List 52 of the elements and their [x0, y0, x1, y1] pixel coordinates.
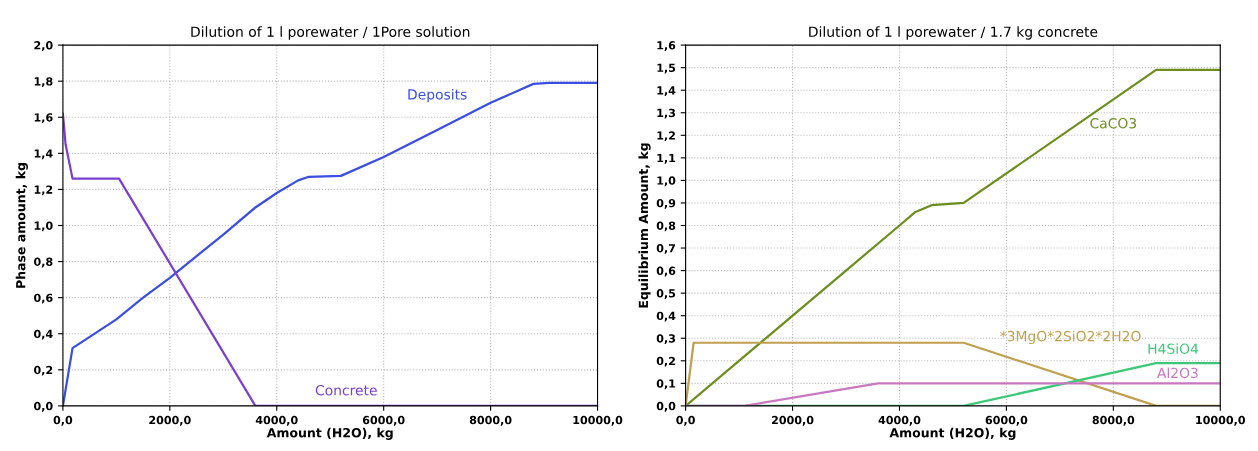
series-label: Al2O3 — [1157, 367, 1198, 379]
y-tick-label: 0,1 — [656, 379, 676, 390]
y-axis-title: Equilibrium Amount, kg — [638, 143, 651, 308]
chart-title: Dilution of 1 l porewater / 1.7 kg concrete — [809, 26, 1098, 40]
x-tick-label: 4000,0 — [255, 415, 298, 426]
y-tick-label: 0,9 — [656, 198, 676, 209]
y-tick-label: 0,5 — [656, 289, 676, 299]
y-tick-label: 1,2 — [34, 185, 53, 196]
x-axis-title: Amount (H2O), kg — [266, 427, 393, 440]
y-tick-label: 0,6 — [34, 293, 53, 304]
y-tick-label: 1,5 — [657, 63, 676, 74]
series-label: CaCO3 — [1090, 118, 1137, 129]
chart-title: Dilution of 1 l porewater / 1Pore solution — [191, 26, 470, 40]
y-tick-label: 0,8 — [656, 221, 676, 232]
y-tick-label: 0,0 — [656, 401, 676, 412]
x-tick-label: 8000,0 — [469, 415, 512, 426]
y-tick-label: 2,0 — [34, 41, 53, 51]
x-tick-label: 4000,0 — [878, 415, 921, 426]
x-tick-label: 2000,0 — [771, 415, 814, 426]
y-axis-title: Phase amount, kg — [15, 163, 28, 288]
y-tick-label: 0,3 — [656, 334, 675, 345]
y-tick-label: 1,6 — [657, 41, 676, 51]
y-tick-label: 1,8 — [34, 77, 53, 87]
y-tick-label: 1,6 — [34, 113, 53, 124]
y-tick-label: 1,3 — [657, 108, 675, 119]
x-tick-label: 0,0 — [676, 415, 695, 426]
y-tick-label: 1,2 — [657, 131, 675, 142]
y-tick-label: 0,2 — [34, 365, 53, 376]
series-label: H4SiO4 — [1148, 343, 1199, 355]
x-tick-label: 10000,0 — [573, 415, 623, 426]
y-tick-label: 0,0 — [34, 401, 53, 412]
x-tick-label: 6000,0 — [985, 415, 1028, 426]
x-tick-label: 2000,0 — [149, 415, 191, 426]
y-tick-label: 0,4 — [34, 329, 53, 340]
y-tick-label: 0,2 — [656, 356, 675, 367]
x-tick-label: 6000,0 — [362, 415, 405, 426]
y-tick-label: 0,4 — [656, 311, 676, 322]
y-tick-label: 0,8 — [34, 257, 53, 268]
y-tick-label: 1,0 — [34, 221, 53, 232]
x-axis-title: Amount (H2O), kg — [889, 427, 1016, 440]
y-tick-label: 0,6 — [656, 266, 676, 277]
series-label: Concrete — [315, 384, 377, 396]
y-tick-label: 1,1 — [657, 153, 676, 164]
y-tick-label: 1,4 — [657, 86, 676, 96]
x-tick-label: 0,0 — [53, 415, 73, 426]
series-label: Deposits — [408, 88, 467, 103]
y-tick-label: 1,0 — [657, 176, 676, 187]
series-label: *3MgO*2SiO2*2H2O — [1000, 330, 1141, 345]
x-tick-label: 8000,0 — [1092, 415, 1135, 426]
y-tick-label: 1,4 — [34, 149, 53, 160]
x-tick-label: 10000,0 — [1196, 415, 1246, 426]
y-tick-label: 0,7 — [656, 244, 675, 254]
